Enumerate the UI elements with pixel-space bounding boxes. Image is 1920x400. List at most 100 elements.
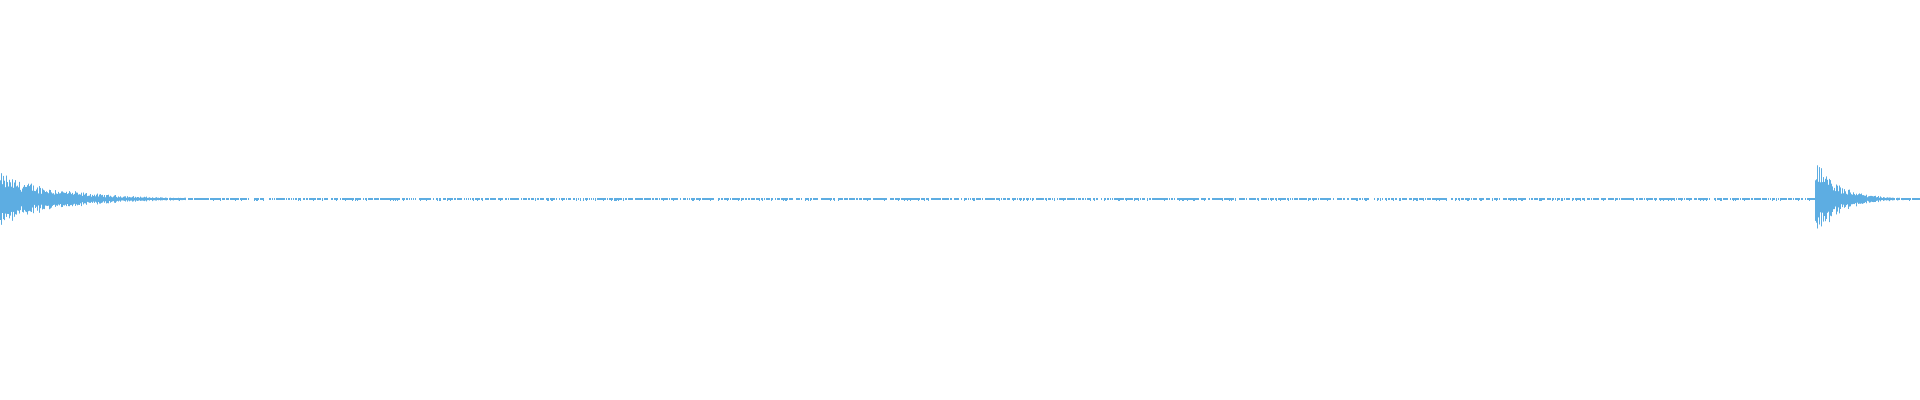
waveform-sample (106, 195, 107, 204)
waveform-sample (71, 194, 72, 205)
waveform-sample (957, 198, 958, 200)
waveform-sample (1351, 198, 1352, 200)
waveform-sample (180, 197, 181, 200)
waveform-sample (1288, 198, 1289, 201)
waveform-sample (447, 198, 448, 201)
waveform-sample (105, 197, 106, 202)
waveform-sample (440, 198, 441, 201)
waveform-sample (639, 198, 640, 200)
waveform-sample (696, 198, 697, 200)
waveform-sample (791, 198, 792, 200)
waveform-sample (1909, 198, 1910, 201)
waveform-sample (1246, 198, 1247, 200)
waveform-sample (482, 198, 483, 201)
waveform-sample (730, 198, 731, 200)
waveform-sample (1052, 198, 1053, 200)
waveform-sample (48, 193, 49, 206)
waveform-sample (1844, 189, 1845, 208)
waveform-sample (516, 198, 517, 200)
waveform-sample (1633, 198, 1634, 201)
waveform-sample (3, 175, 4, 220)
waveform-sample (598, 198, 599, 200)
waveform-sample (445, 198, 446, 200)
waveform-sample (399, 198, 400, 200)
waveform-sample (1115, 198, 1116, 200)
waveform-sample (70, 192, 71, 206)
waveform-sample (1654, 198, 1655, 200)
waveform-sample (593, 198, 594, 200)
waveform-sample (623, 198, 624, 201)
waveform-sample (616, 198, 617, 201)
waveform-sample (870, 198, 871, 200)
waveform-sample (1647, 198, 1648, 201)
waveform-sample (1221, 198, 1222, 200)
waveform-sample (1700, 198, 1701, 201)
waveform-sample (1559, 198, 1560, 200)
waveform-sample (334, 198, 335, 200)
waveform-sample (1167, 198, 1168, 200)
waveform-sample (1720, 198, 1721, 201)
waveform-sample (1918, 198, 1919, 200)
waveform-sample (75, 191, 76, 206)
waveform-sample (391, 198, 392, 200)
waveform-sample (1482, 198, 1483, 200)
waveform-sample (1547, 198, 1548, 200)
waveform-sample (424, 198, 425, 200)
waveform-sample (429, 198, 430, 200)
waveform-sample (470, 198, 471, 200)
waveform-sample (1461, 198, 1462, 200)
waveform-sample (421, 198, 422, 200)
waveform-sample (1306, 198, 1307, 200)
waveform-sample (60, 193, 61, 204)
waveform-sample (1469, 198, 1470, 200)
waveform-sample (1134, 198, 1135, 201)
waveform-sample (1691, 198, 1692, 200)
waveform-sample (964, 198, 965, 201)
waveform-sample (514, 198, 515, 200)
waveform-sample (1898, 197, 1899, 201)
waveform-sample (468, 198, 469, 200)
waveform-sample (865, 198, 866, 200)
waveform-sample (742, 198, 743, 200)
waveform-sample (1343, 198, 1344, 200)
waveform-sample (713, 198, 714, 200)
waveform-sample (1030, 198, 1031, 200)
waveform-sample (1224, 198, 1225, 200)
waveform-sample (844, 198, 845, 200)
waveform-sample (994, 198, 995, 200)
waveform-sample (709, 198, 710, 200)
waveform-sample (233, 198, 234, 200)
waveform-sample (1519, 198, 1520, 200)
waveform-sample (1872, 196, 1873, 202)
waveform-sample (884, 198, 885, 201)
waveform-sample (69, 191, 70, 207)
waveform-sample (1795, 198, 1796, 200)
waveform-sample (149, 197, 150, 201)
waveform-sample (81, 192, 82, 207)
waveform-sample (564, 198, 565, 200)
waveform-sample (314, 198, 315, 200)
waveform-sample (1242, 198, 1243, 200)
waveform-sample (185, 197, 186, 201)
waveform-sample (1766, 198, 1767, 200)
waveform-sample (1867, 197, 1868, 201)
waveform-sample (1164, 198, 1165, 201)
waveform-sample (30, 184, 31, 212)
waveform-sample (943, 198, 944, 200)
waveform-sample (1393, 198, 1394, 201)
waveform-sample (224, 198, 225, 200)
waveform-sample (1855, 195, 1856, 204)
waveform-sample (1622, 198, 1623, 200)
waveform-sample (551, 198, 552, 201)
waveform-sample (499, 198, 500, 200)
waveform-sample (409, 198, 410, 200)
waveform-sample (918, 198, 919, 201)
waveform-sample (857, 198, 858, 200)
waveform-sample (972, 198, 973, 200)
waveform-sample (1442, 198, 1443, 200)
waveform-sample (1504, 198, 1505, 200)
waveform-sample (1523, 198, 1524, 200)
waveform-sample (311, 198, 312, 200)
waveform-sample (1848, 189, 1849, 209)
waveform-sample (746, 198, 747, 200)
